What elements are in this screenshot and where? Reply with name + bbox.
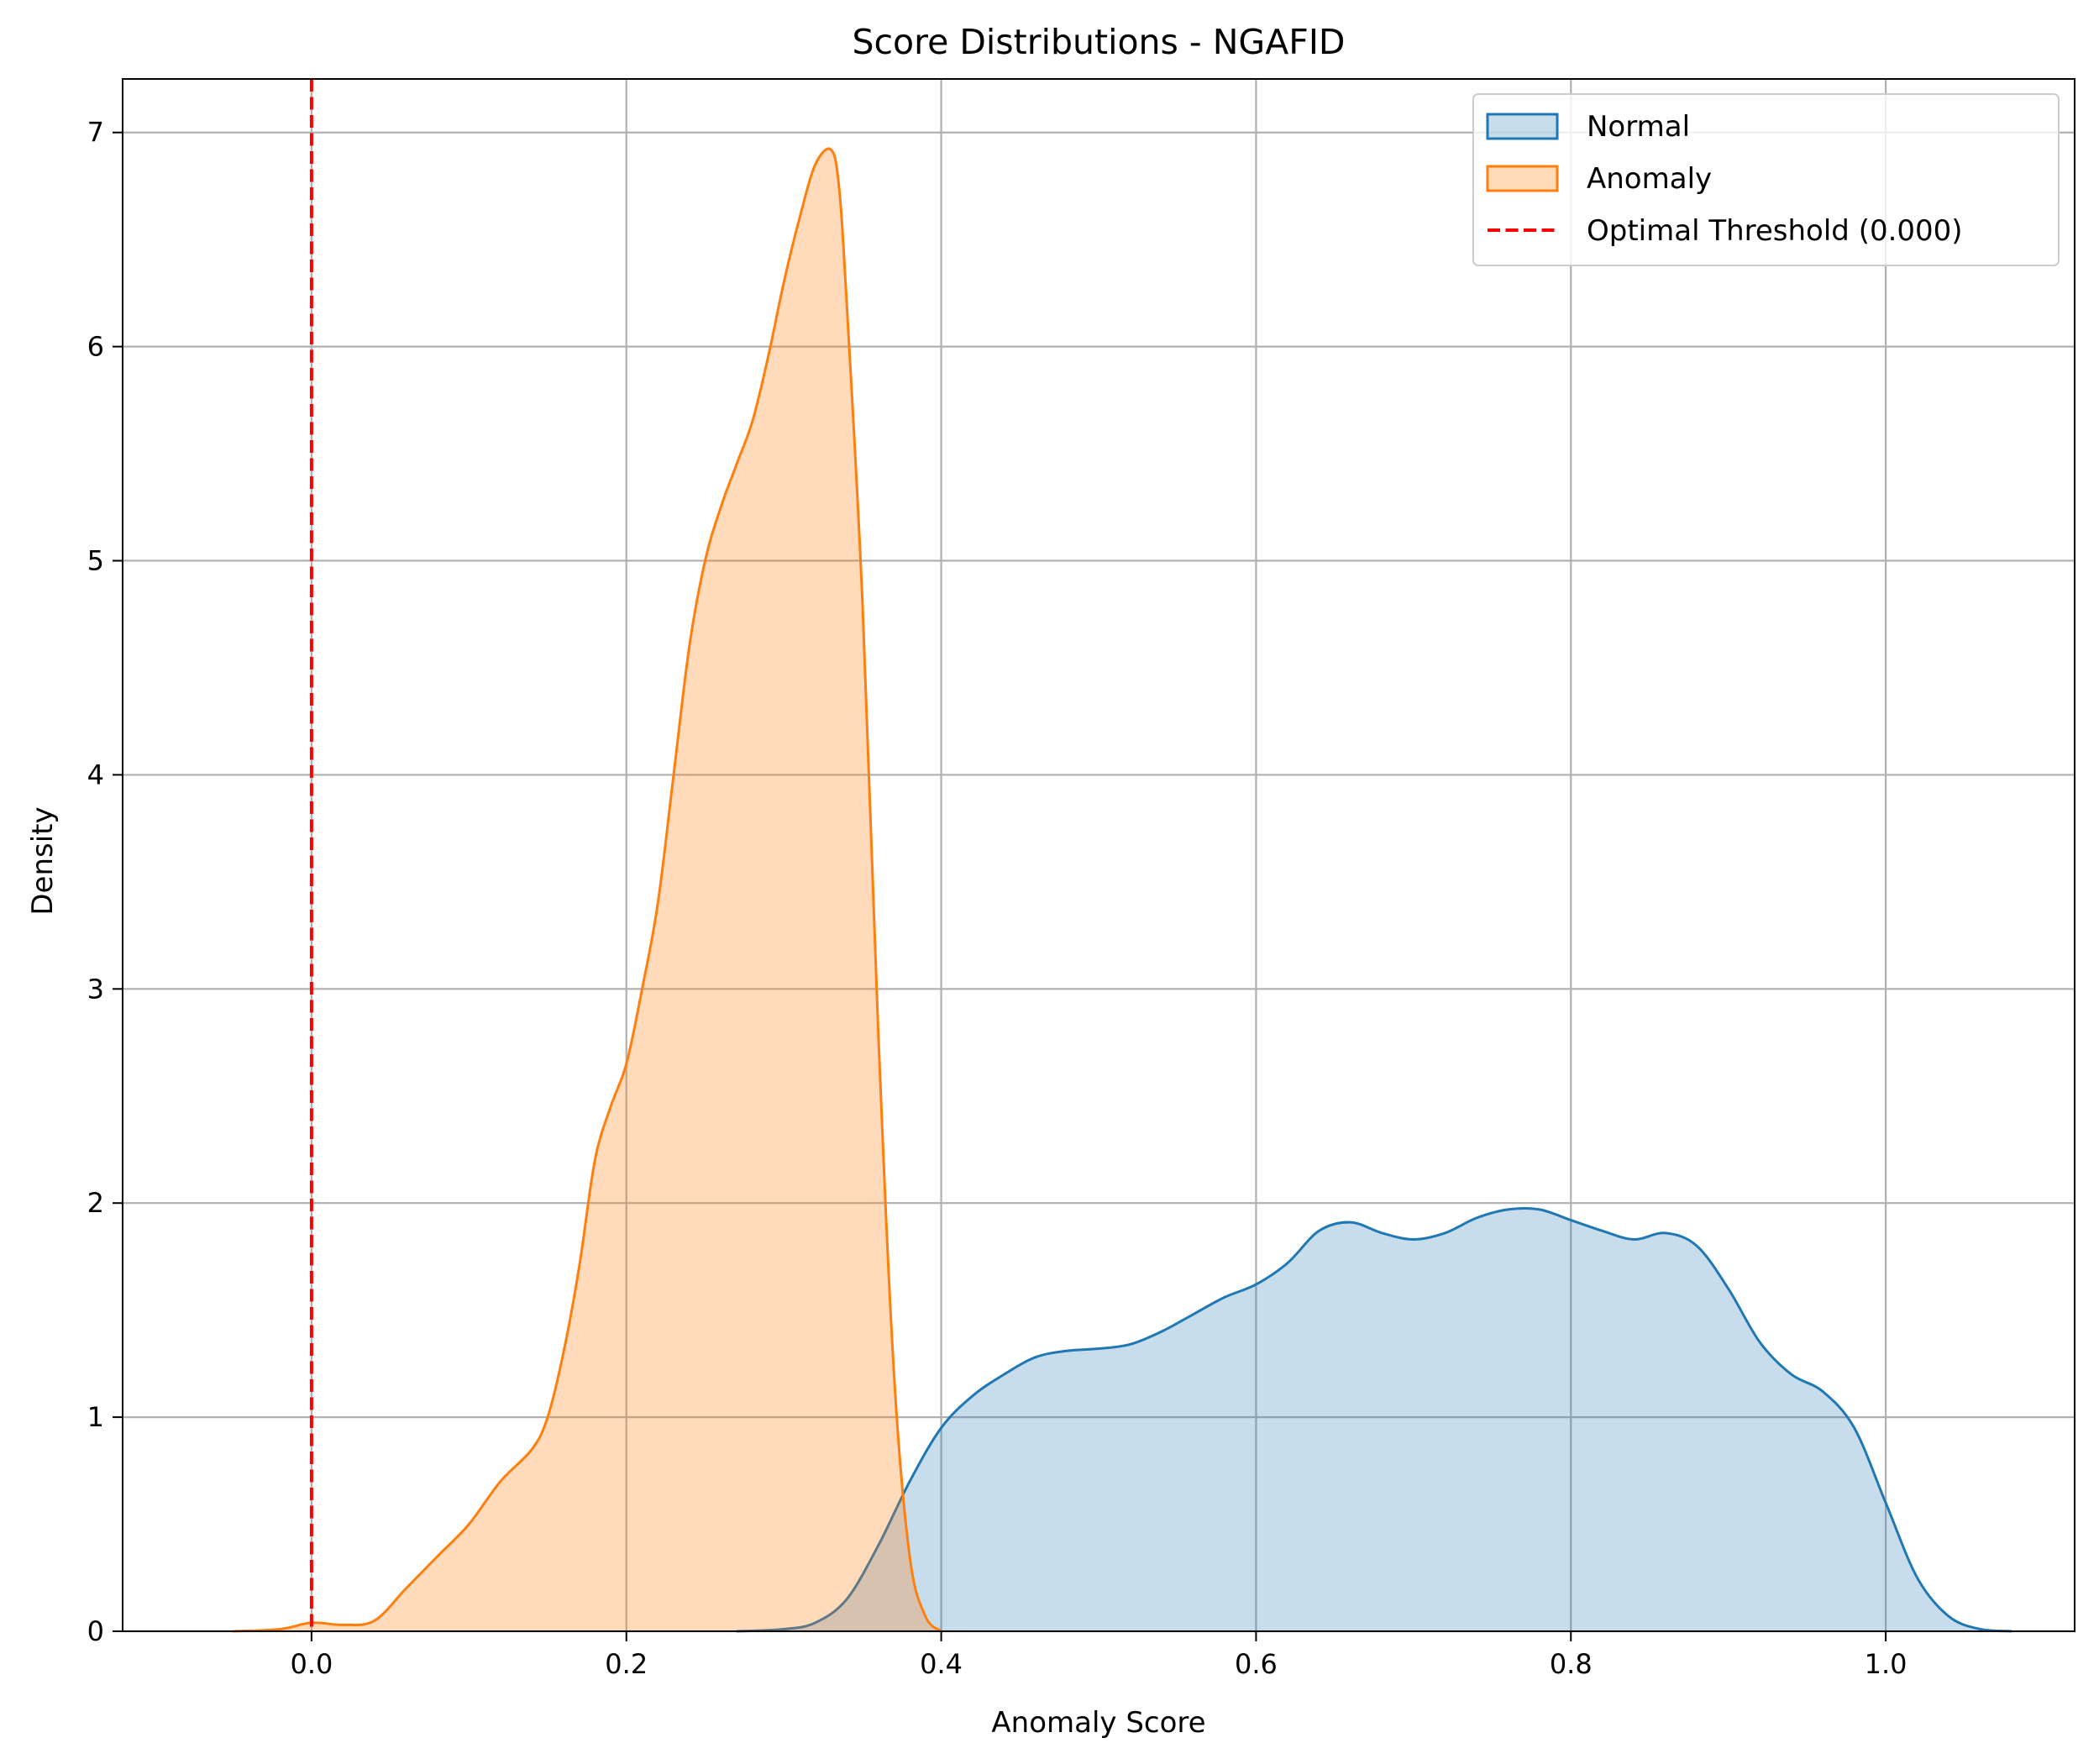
x-tick-label: 0.2	[605, 1648, 648, 1680]
legend-swatch-normal	[1486, 113, 1559, 140]
anomaly-density-curve	[233, 147, 942, 1633]
y-axis-label: Density	[26, 806, 60, 915]
y-tick-label: 6	[87, 331, 104, 363]
y-tick-label: 5	[87, 545, 104, 577]
legend-swatch-anomaly	[1486, 165, 1559, 192]
x-tick-label: 1.0	[1865, 1648, 1907, 1680]
series-layer	[233, 147, 2012, 1633]
legend-label-anomaly: Anomaly	[1587, 162, 1712, 196]
legend-label-normal: Normal	[1587, 110, 1690, 144]
y-tick-label: 3	[87, 973, 104, 1005]
y-tick-label: 4	[87, 759, 104, 790]
legend-box	[1472, 93, 2060, 266]
chart-title: Score Distributions - NGAFID	[852, 22, 1345, 62]
normal-density-curve	[736, 1206, 2012, 1633]
anomaly-density-fill	[233, 149, 942, 1631]
plot-frame	[122, 78, 2075, 1632]
x-tick-label: 0.0	[290, 1648, 333, 1680]
y-axis-ticks: 0 1 2 3 4 5 6 7	[87, 117, 123, 1647]
x-axis-ticks: 0.0 0.2 0.4 0.6 0.8 1.0	[290, 1631, 1907, 1680]
legend-label-threshold: Optimal Threshold (0.000)	[1587, 214, 1963, 248]
y-tick-label: 7	[87, 117, 104, 149]
legend: Normal Anomaly Optimal Threshold (0.000)	[1472, 93, 2060, 266]
x-tick-label: 0.6	[1235, 1648, 1278, 1680]
x-axis-label: Anomaly Score	[991, 1706, 1205, 1740]
y-tick-label: 2	[87, 1187, 104, 1219]
normal-density-fill	[736, 1208, 2012, 1631]
x-tick-label: 0.4	[920, 1648, 963, 1680]
y-tick-label: 1	[87, 1401, 104, 1433]
x-tick-label: 0.8	[1550, 1648, 1593, 1680]
y-tick-label: 0	[87, 1615, 104, 1647]
